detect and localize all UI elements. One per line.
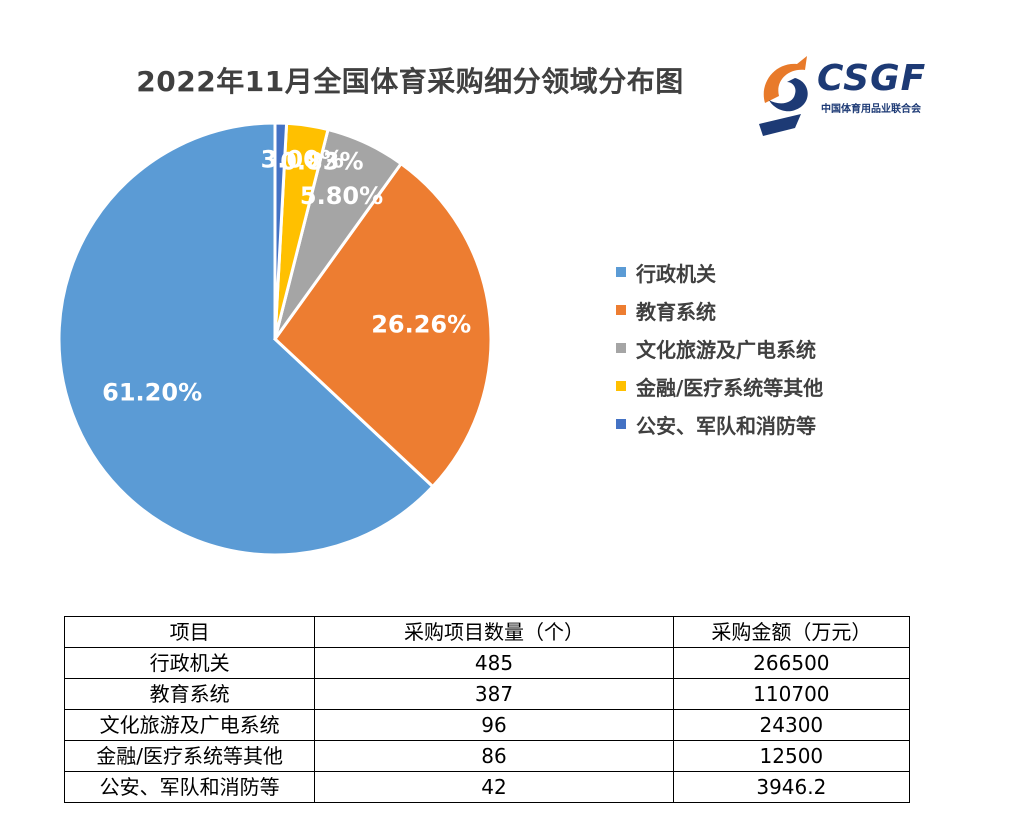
table-cell: 485 [314,647,674,679]
table-cell: 3946.2 [672,771,911,803]
table-cell: 公安、军队和消防等 [63,771,316,803]
pie-slice [273,121,289,340]
pie-data-label: 61.20% [102,378,202,406]
table-header-row: 项目 采购项目数量（个） 采购金额（万元） [63,616,911,648]
table-row: 公安、军队和消防等 42 3946.2 [63,771,911,803]
legend-swatch [616,419,626,429]
pie-chart: 61.20% 26.26% 5.80% 3.00%0.83% [57,121,493,557]
logo-org-name: 中国体育用品业联合会 [821,104,921,115]
table-cell: 行政机关 [63,647,316,679]
pie-data-label: 0.83% [280,148,363,176]
header-item: 项目 [63,616,316,648]
table-cell: 96 [314,709,674,741]
legend-item: 教育系统 [616,291,823,329]
legend-label: 文化旅游及广电系统 [636,337,816,362]
legend-swatch [616,381,626,391]
table-row: 金融/医疗系统等其他 86 12500 [63,740,911,772]
pie-slice [57,121,435,557]
table-cell: 文化旅游及广电系统 [63,709,316,741]
table-cell: 266500 [672,647,911,679]
legend-swatch [616,267,626,277]
table-row: 文化旅游及广电系统 96 24300 [63,709,911,741]
table-cell: 110700 [672,678,911,710]
pie-slice [273,161,493,489]
legend-label: 公安、军队和消防等 [636,413,816,438]
legend-item: 公安、军队和消防等 [616,405,823,443]
logo-emblem-icon [759,56,808,136]
legend-item: 金融/医疗系统等其他 [616,367,823,405]
legend-item: 行政机关 [616,253,823,291]
data-table: 项目 采购项目数量（个） 采购金额（万元） 行政机关 485 266500 教育系统 3… [63,616,911,803]
legend-label: 教育系统 [636,299,716,324]
legend: 行政机关教育系统文化旅游及广电系统 金融/医疗系统等其他 公安、军队和消防等 [616,253,823,443]
legend-label: 金融/医疗系统等其他 [636,375,824,400]
table-cell: 12500 [672,740,911,772]
header-amount: 采购金额（万元） [672,616,911,648]
table-cell: 教育系统 [63,678,316,710]
table-row: 教育系统 387 110700 [63,678,911,710]
table-cell: 24300 [672,709,911,741]
table-cell: 387 [314,678,674,710]
table-row: 行政机关 485 266500 [63,647,911,679]
legend-swatch [616,305,626,315]
pie-data-label: 3.00% [261,146,344,174]
pie-data-label: 26.26% [371,311,471,339]
chart-title: 2022年11月全国体育采购细分领域分布图 [136,65,684,98]
legend-label: 行政机关 [636,261,716,286]
table-cell: 42 [314,771,674,803]
header-count: 采购项目数量（个） [314,616,674,648]
logo-wordmark: CSGF [817,58,927,99]
legend-item: 文化旅游及广电系统 [616,329,823,367]
table-cell: 86 [314,740,674,772]
csgf-logo: CSGF 中国体育用品业联合会 [755,48,955,138]
table-cell: 金融/医疗系统等其他 [63,740,316,772]
legend-swatch [616,343,626,353]
pie-data-label: 5.80% [300,182,383,210]
